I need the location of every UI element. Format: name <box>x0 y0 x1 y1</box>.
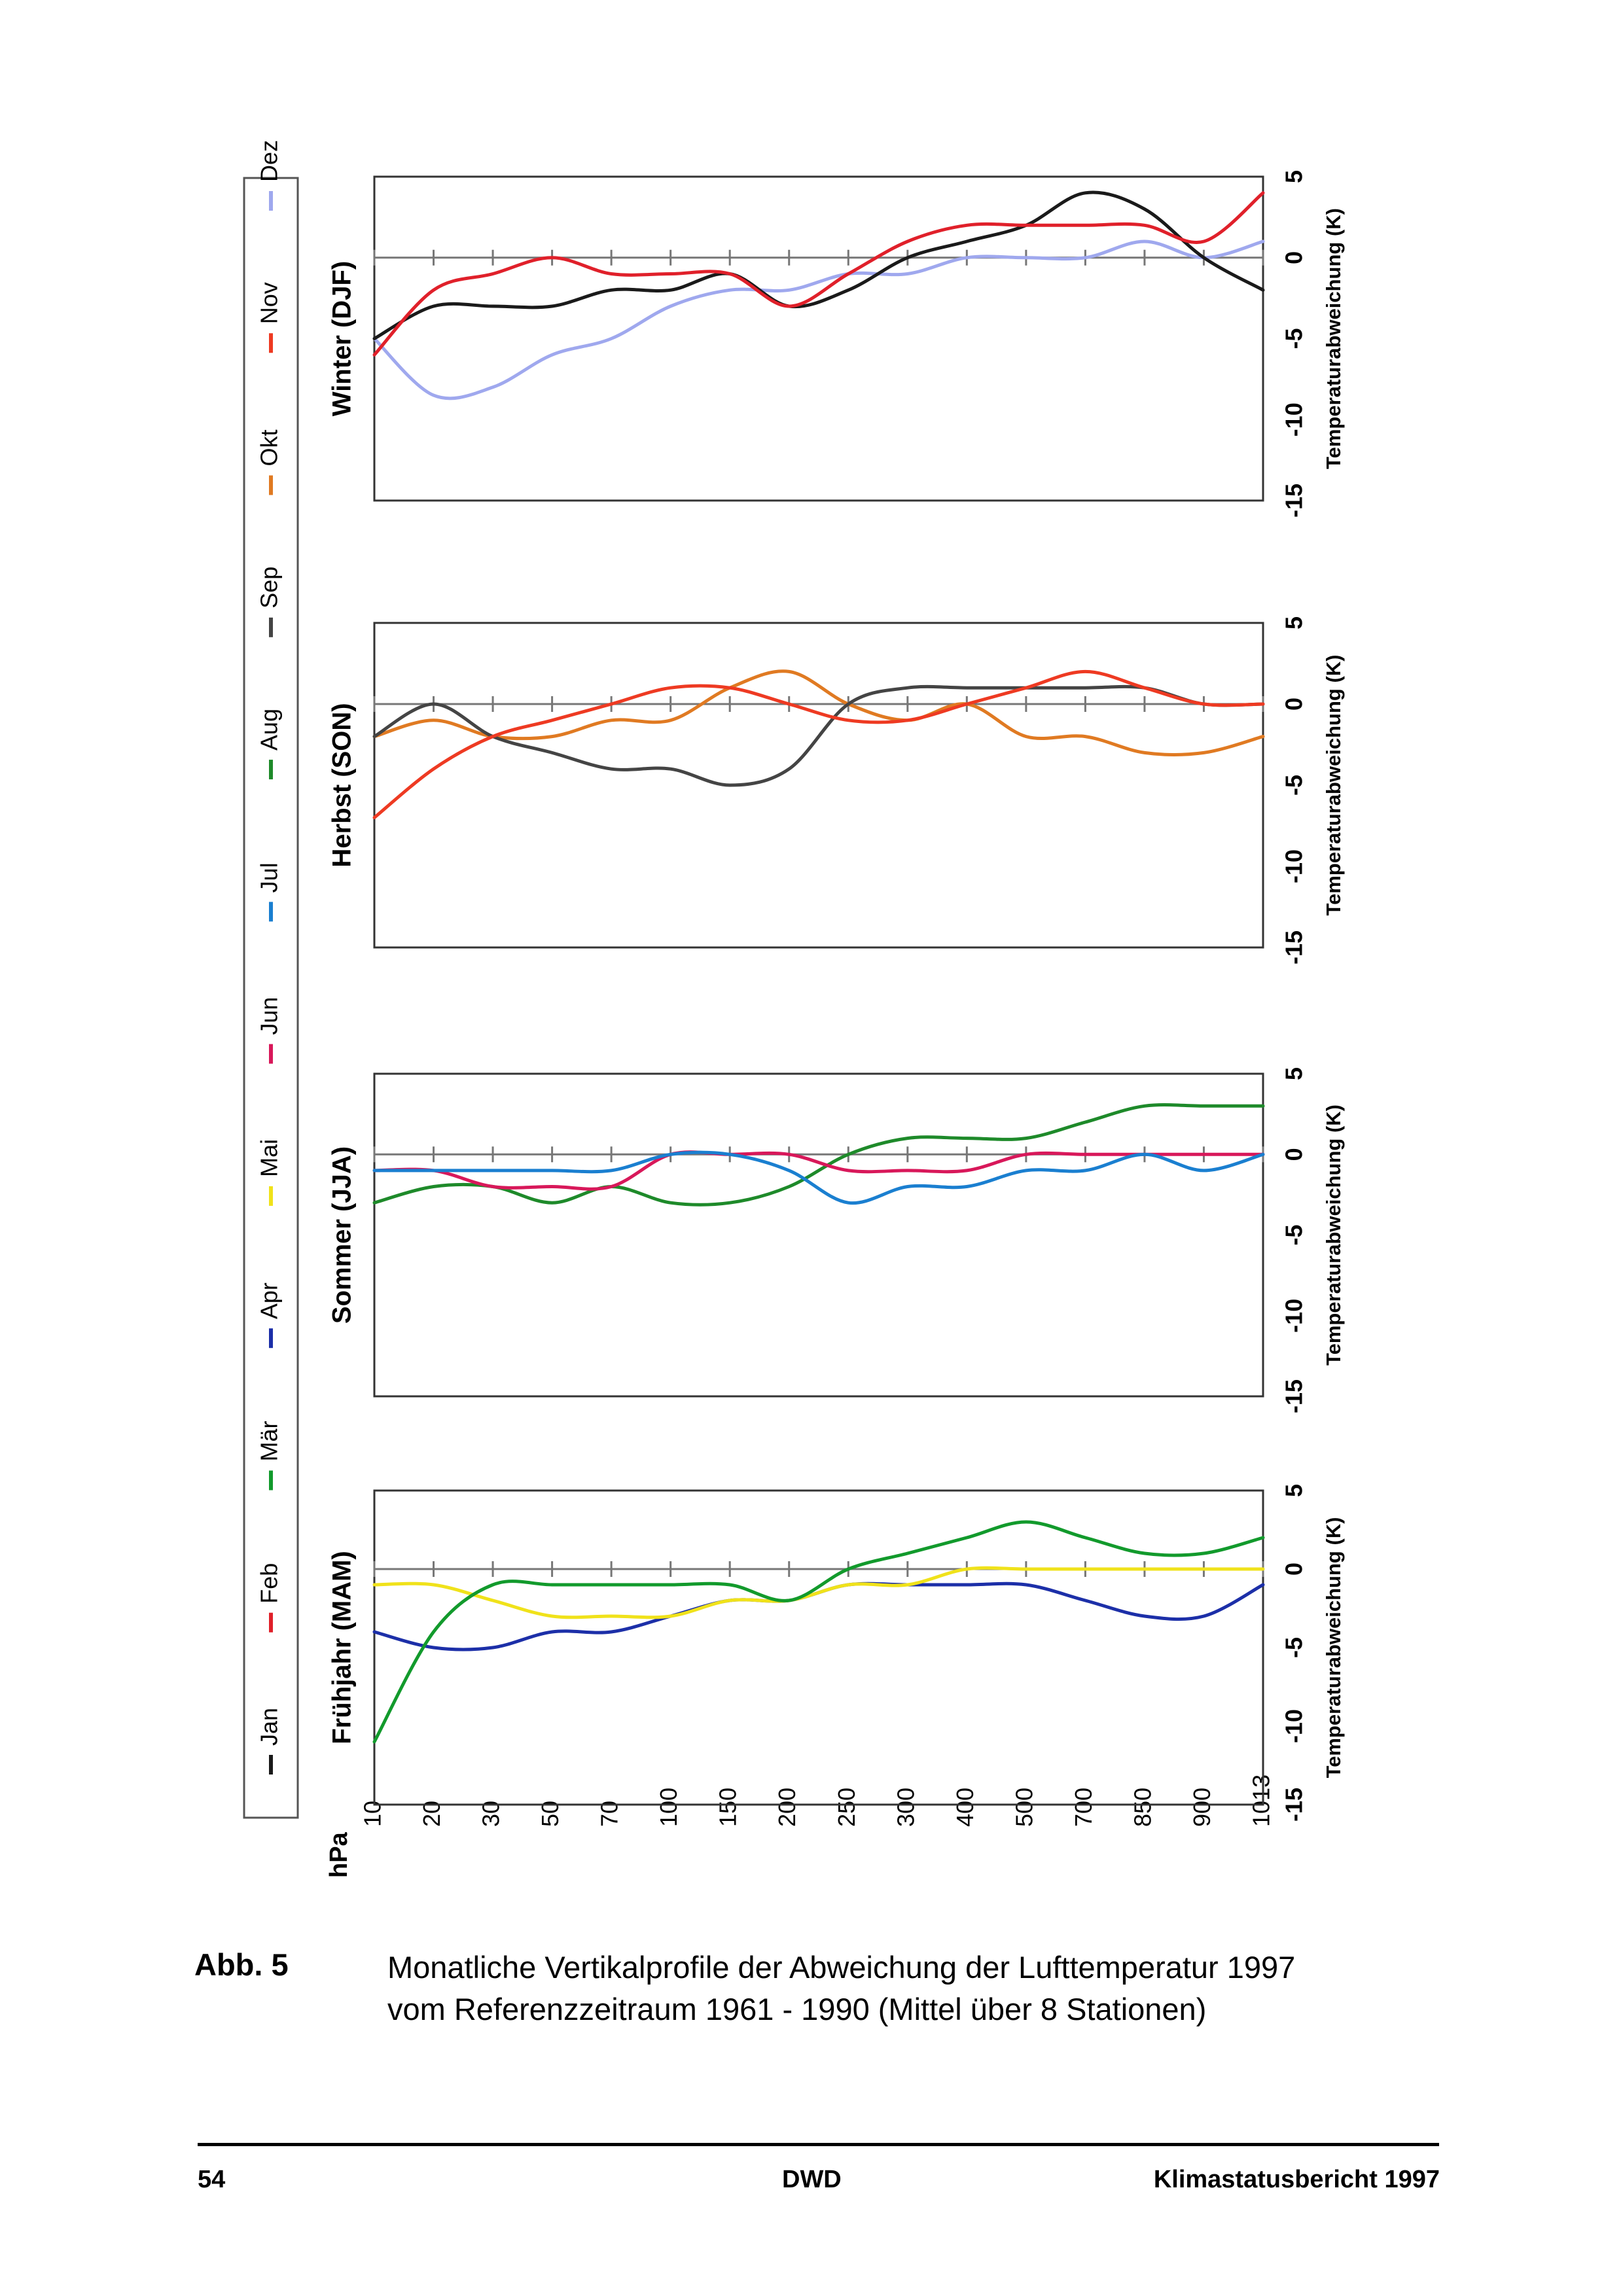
pressure-tick-500: 500 <box>1010 1788 1037 1827</box>
pressure-tick-150: 150 <box>715 1788 741 1827</box>
temp-tick-5: 5 <box>1281 1067 1308 1080</box>
temp-tick-0: 0 <box>1281 698 1308 711</box>
series-line-sep <box>372 684 1265 787</box>
series-line-mai <box>372 1566 1265 1619</box>
temp-tick-10: -10 <box>1281 1709 1308 1743</box>
pressure-tick-700: 700 <box>1070 1788 1097 1827</box>
series-line-jun <box>372 1150 1265 1191</box>
temp-axis-title: Temperaturabweichung (K) <box>1322 1517 1345 1778</box>
panel-herbst-son: Herbst (SON) -15 -10 -5 0 5 Temperaturabweichu… <box>328 616 1346 964</box>
panel-frame <box>373 1072 1264 1398</box>
legend-label-okt: Okt <box>256 430 283 467</box>
temp-tick-5: 5 <box>1281 170 1308 183</box>
legend-label-mär: Mär <box>256 1421 283 1461</box>
panels: Winter (DJF) -15 -10 -5 0 5 Temperaturabweichu… <box>328 170 1346 1822</box>
legend-label-feb: Feb <box>256 1563 283 1604</box>
temp-axis-title: Temperaturabweichung (K) <box>1322 654 1345 915</box>
pressure-axis-title: hPa <box>325 1831 353 1878</box>
temp-tick-15: -15 <box>1281 1788 1308 1822</box>
temp-tick-5: -5 <box>1281 328 1308 349</box>
temp-tick-10: -10 <box>1281 849 1308 883</box>
pressure-tick-250: 250 <box>833 1788 860 1827</box>
series-line-mär <box>372 1520 1265 1744</box>
pressure-tick-900: 900 <box>1188 1788 1215 1827</box>
panel-winter-djf: Winter (DJF) -15 -10 -5 0 5 Temperaturabweichu… <box>328 170 1346 518</box>
panel-frühjahr-mam: Frühjahr (MAM) -15 -10 -5 0 5 Temperaturabweic… <box>328 1484 1346 1822</box>
climate-profile-chart: Jan Feb Mär Apr Mai Jun Jul Aug Sep Okt Nov Dez hPa… <box>243 140 1346 1878</box>
temp-tick-15: -15 <box>1281 484 1308 518</box>
pressure-tick-200: 200 <box>774 1788 800 1827</box>
legend-label-sep: Sep <box>256 567 283 609</box>
page-number: 54 <box>198 2166 226 2193</box>
legend-label-nov: Nov <box>256 282 283 324</box>
legend-label-jul: Jul <box>256 862 283 892</box>
pressure-tick-300: 300 <box>892 1788 919 1827</box>
series-line-nov <box>372 191 1265 357</box>
footer-rule <box>198 2143 1439 2146</box>
temp-axis-title: Temperaturabweichung (K) <box>1322 208 1345 469</box>
pressure-tick-100: 100 <box>655 1788 682 1827</box>
pressure-tick-850: 850 <box>1129 1788 1156 1827</box>
temp-tick-5: -5 <box>1281 1637 1308 1658</box>
temp-tick-10: -10 <box>1281 402 1308 436</box>
panel-sommer-jja: Sommer (JJA) -15 -10 -5 0 5 Temperaturabweichu… <box>328 1067 1346 1413</box>
panel-title: Frühjahr (MAM) <box>328 1551 357 1744</box>
temp-tick-0: 0 <box>1281 1563 1308 1576</box>
temp-tick-15: -15 <box>1281 930 1308 964</box>
pressure-tick-1013: 1013 <box>1248 1775 1275 1827</box>
series-line-jul <box>372 1150 1265 1205</box>
figure-label: Abb. 5 <box>194 1947 289 1982</box>
pressure-tick-400: 400 <box>952 1788 978 1827</box>
legend-label-jun: Jun <box>256 997 283 1035</box>
footer-report-title: Klimastatusbericht 1997 <box>1153 2166 1440 2193</box>
temp-tick-15: -15 <box>1281 1379 1308 1413</box>
temp-tick-0: 0 <box>1281 1148 1308 1161</box>
series-line-dez <box>372 239 1265 400</box>
legend: Jan Feb Mär Apr Mai Jun Jul Aug Sep Okt Nov Dez <box>243 140 299 1819</box>
temp-tick-5: 5 <box>1281 1484 1308 1497</box>
caption-line-2: vom Referenzzeitraum 1961 - 1990 (Mittel… <box>387 1992 1207 2026</box>
figure-caption: Monatliche Vertikalprofile der Abweichun… <box>387 1947 1467 2030</box>
temp-tick-5: -5 <box>1281 775 1308 796</box>
temp-tick-5: -5 <box>1281 1224 1308 1245</box>
series-line-nov <box>372 669 1265 820</box>
legend-label-mai: Mai <box>256 1139 283 1177</box>
panel-title: Winter (DJF) <box>328 261 357 416</box>
footer-publisher: DWD <box>782 2166 842 2193</box>
temp-tick-10: -10 <box>1281 1299 1308 1333</box>
panel-frame <box>373 622 1264 949</box>
legend-box <box>243 177 299 1819</box>
series-line-aug <box>372 1103 1265 1207</box>
legend-label-jan: Jan <box>256 1708 283 1746</box>
caption-line-1: Monatliche Vertikalprofile der Abweichun… <box>387 1950 1296 1985</box>
legend-label-aug: Aug <box>256 709 283 751</box>
temp-tick-0: 0 <box>1281 251 1308 264</box>
temp-tick-5: 5 <box>1281 616 1308 629</box>
series-line-okt <box>372 669 1265 756</box>
panel-frame <box>373 1489 1264 1806</box>
panel-title: Sommer (JJA) <box>328 1146 357 1324</box>
series-line-jan <box>372 190 1265 340</box>
legend-label-dez: Dez <box>256 140 283 182</box>
panel-title: Herbst (SON) <box>328 703 357 867</box>
legend-label-apr: Apr <box>256 1282 283 1319</box>
temp-axis-title: Temperaturabweichung (K) <box>1322 1104 1345 1366</box>
